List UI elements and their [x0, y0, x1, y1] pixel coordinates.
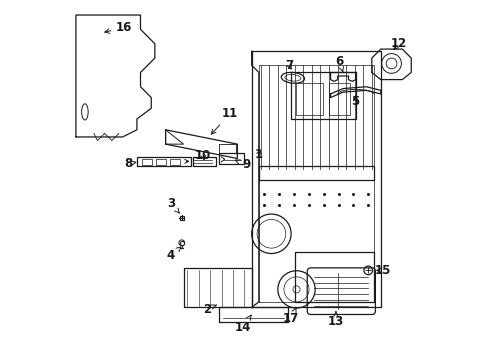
- Text: 17: 17: [283, 308, 299, 325]
- Text: 14: 14: [234, 315, 251, 333]
- Bar: [296, 83, 323, 116]
- Text: 13: 13: [327, 312, 344, 328]
- Bar: [156, 159, 165, 165]
- Text: 5: 5: [351, 95, 359, 108]
- Bar: [290, 72, 355, 119]
- Text: 3: 3: [166, 197, 179, 213]
- Text: 6: 6: [335, 55, 343, 72]
- Text: 8: 8: [123, 157, 136, 170]
- Text: 16: 16: [104, 21, 132, 34]
- Text: 2: 2: [203, 303, 216, 316]
- Text: 4: 4: [166, 247, 181, 262]
- Bar: [219, 144, 235, 153]
- Text: 9: 9: [235, 158, 250, 171]
- Text: 7: 7: [285, 59, 293, 72]
- Text: 15: 15: [374, 264, 390, 277]
- Bar: [328, 83, 349, 116]
- Bar: [142, 159, 152, 165]
- Text: 10: 10: [195, 149, 211, 162]
- Text: 1: 1: [254, 148, 263, 161]
- Text: 12: 12: [390, 37, 406, 50]
- Bar: [169, 159, 179, 165]
- Text: 11: 11: [211, 107, 238, 134]
